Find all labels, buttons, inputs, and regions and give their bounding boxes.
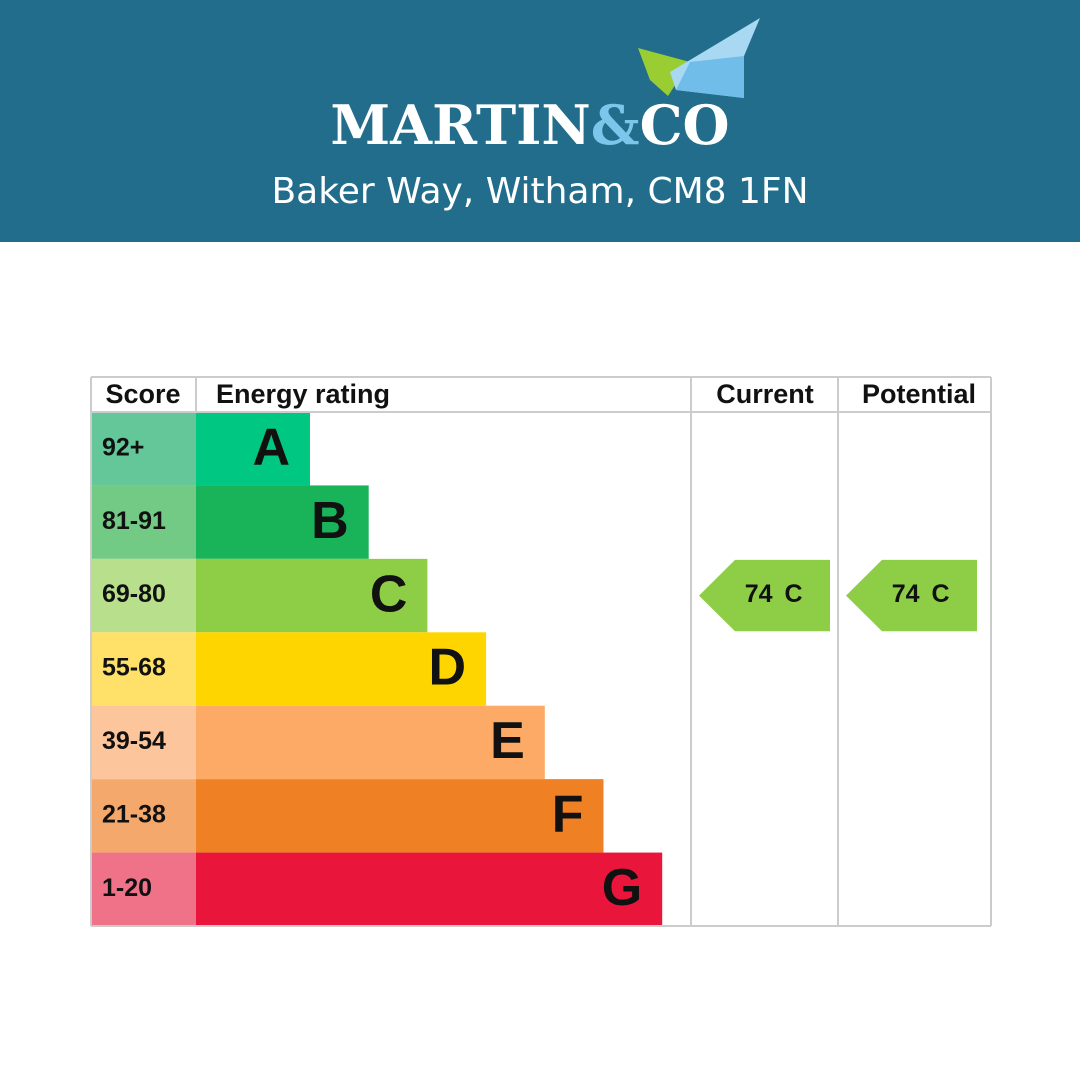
current-arrow xyxy=(699,559,830,632)
current-score: 74 xyxy=(745,580,773,608)
brand-amp: & xyxy=(591,93,640,157)
potential-arrow xyxy=(846,559,977,632)
logo-icon xyxy=(638,18,760,98)
rating-bar xyxy=(196,485,369,559)
score-range: 21-38 xyxy=(102,800,166,828)
score-cell xyxy=(91,412,196,486)
brand-name: MARTIN xyxy=(330,93,590,157)
score-range: 81-91 xyxy=(102,507,166,535)
rating-bar xyxy=(196,852,663,926)
score-cell xyxy=(91,705,196,780)
rating-letter: E xyxy=(490,712,525,770)
rating-bar xyxy=(196,558,428,633)
rating-bar xyxy=(196,412,310,486)
column-header: Potential xyxy=(862,379,976,409)
score-cell xyxy=(91,852,196,926)
rating-bar xyxy=(196,779,604,853)
brand: MARTIN&CO xyxy=(330,93,729,157)
potential-rating: C xyxy=(932,580,950,608)
score-cell xyxy=(91,558,196,633)
score-range: 69-80 xyxy=(102,580,166,608)
score-cell xyxy=(91,779,196,853)
rating-letter: F xyxy=(552,786,584,844)
potential-score: 74 xyxy=(892,580,920,608)
rating-letter: G xyxy=(602,859,642,917)
column-header: Score xyxy=(105,379,180,409)
score-range: 92+ xyxy=(102,433,144,461)
score-range: 1-20 xyxy=(102,874,152,902)
score-cell xyxy=(91,485,196,559)
column-header: Current xyxy=(716,379,814,409)
brand-co: CO xyxy=(640,93,730,157)
rating-letter: A xyxy=(252,418,290,476)
score-cell xyxy=(91,632,196,706)
rating-letter: C xyxy=(370,565,408,623)
column-header: Energy rating xyxy=(216,379,390,409)
score-range: 55-68 xyxy=(102,654,166,682)
rating-bar xyxy=(196,632,487,706)
current-rating: C xyxy=(785,580,803,608)
rating-bar xyxy=(196,705,545,780)
address: Baker Way, Witham, CM8 1FN xyxy=(271,171,808,212)
rating-letter: B xyxy=(311,492,349,550)
score-range: 39-54 xyxy=(102,727,166,755)
header-band xyxy=(0,0,1080,242)
rating-letter: D xyxy=(429,639,467,697)
